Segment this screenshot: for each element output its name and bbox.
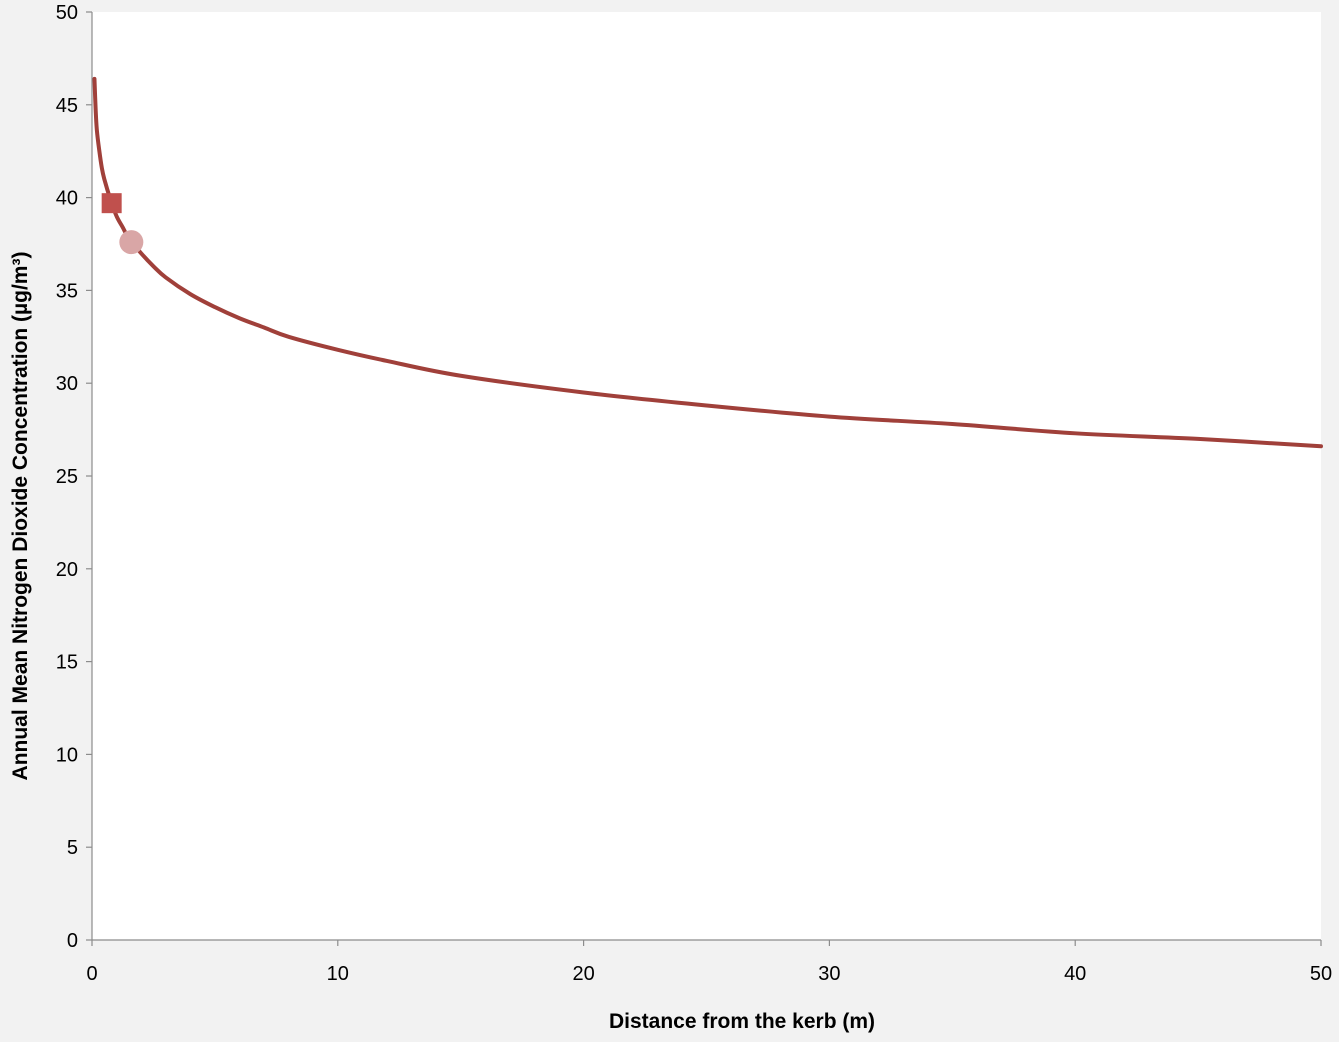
y-tick-label: 30: [56, 373, 78, 395]
series-layer: [92, 76, 1323, 449]
series-line: [92, 76, 1323, 449]
y-tick-label: 15: [56, 652, 78, 674]
y-tick-label: 50: [56, 2, 78, 24]
axes: 0 5 10 15 20 25 30 35 40 45 50 0 10 20 30 40 50: [56, 2, 1332, 985]
x-tick-label: 50: [1310, 963, 1332, 985]
y-tick-label: 0: [67, 930, 78, 952]
x-tick-label: 20: [572, 963, 594, 985]
y-axis-title: Annual Mean Nitrogen Dioxide Concentrati…: [9, 252, 32, 781]
y-tick-label: 35: [56, 280, 78, 302]
data-point-circle: [119, 230, 144, 255]
x-axis-title: Distance from the kerb (m): [609, 1010, 875, 1033]
x-tick-label: 0: [86, 963, 97, 985]
y-tick-label: 45: [56, 95, 78, 117]
data-point-square: [101, 193, 122, 214]
y-tick-label: 5: [67, 837, 78, 859]
plot-area: [92, 12, 1321, 940]
x-tick-label: 40: [1064, 963, 1086, 985]
y-tick-label: 10: [56, 744, 78, 766]
y-tick-label: 20: [56, 559, 78, 581]
x-tick-label: 30: [818, 963, 840, 985]
y-tick-label: 40: [56, 188, 78, 210]
y-tick-label: 25: [56, 466, 78, 488]
x-tick-label: 10: [327, 963, 349, 985]
